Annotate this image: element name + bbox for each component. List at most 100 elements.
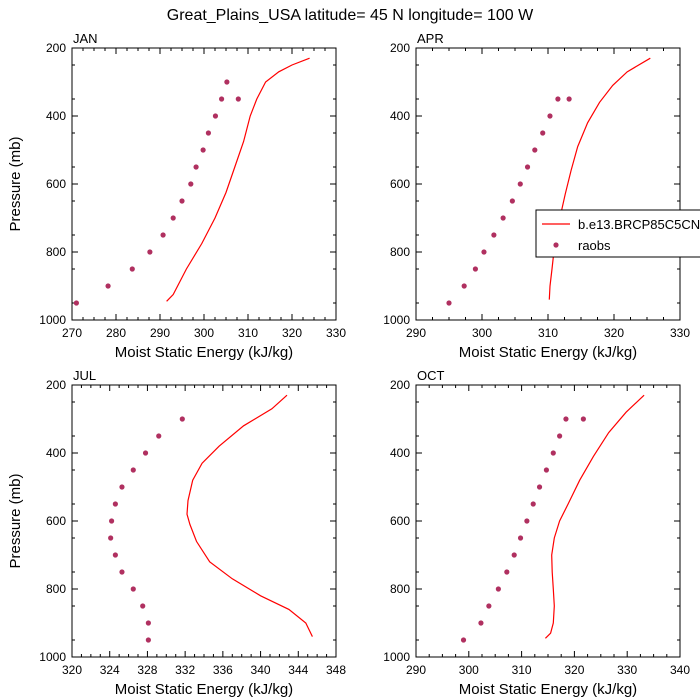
obs-point — [509, 198, 515, 204]
x-tick-label: 340 — [670, 663, 690, 677]
obs-point — [536, 484, 543, 490]
x-axis-label: Moist Static Energy (kJ/kg) — [115, 344, 293, 361]
obs-point — [112, 552, 118, 558]
panel-label: JAN — [73, 31, 98, 46]
obs-point — [524, 518, 530, 524]
x-tick-label: 320 — [564, 663, 584, 677]
obs-point — [555, 96, 561, 102]
y-axis-label: Pressure (mb) — [7, 473, 24, 568]
y-tick-label: 800 — [390, 582, 410, 596]
obs-point — [511, 552, 517, 558]
y-tick-label: 400 — [46, 109, 66, 123]
obs-point — [105, 283, 111, 289]
obs-point — [530, 501, 536, 507]
obs-point — [224, 79, 230, 85]
y-tick-label: 200 — [390, 378, 410, 392]
obs-point — [179, 198, 185, 204]
y-tick-label: 400 — [390, 109, 410, 123]
y-tick-label: 800 — [46, 582, 66, 596]
plot-frame — [71, 47, 337, 321]
panel-apr: APR 290 300 310 320 330 200 400 600 800 1000 Moist … — [383, 31, 690, 361]
obs-point — [193, 164, 199, 170]
x-tick-label: 300 — [459, 663, 479, 677]
x-tick-label: 310 — [538, 326, 558, 340]
x-tick-label: 340 — [251, 663, 271, 677]
obs-point — [472, 266, 478, 272]
obs-point — [478, 620, 484, 626]
obs-point — [112, 501, 118, 507]
y-tick-label: 600 — [46, 177, 66, 191]
model-series-line — [166, 57, 310, 302]
y-tick-label: 200 — [46, 41, 66, 55]
legend-box — [535, 209, 700, 258]
obs-point — [540, 130, 546, 136]
x-tick-label: 310 — [512, 663, 532, 677]
y-tick-label: 200 — [390, 41, 410, 55]
obs-point — [500, 215, 506, 221]
obs-point — [212, 113, 219, 119]
obs-point — [130, 586, 136, 592]
obs-point — [188, 181, 194, 187]
obs-point — [119, 569, 125, 575]
model-series-line — [548, 57, 651, 300]
x-axis-label: Moist Static Energy (kJ/kg) — [115, 681, 293, 698]
x-tick-label: 290 — [406, 663, 426, 677]
obs-point — [566, 96, 572, 102]
y-tick-label: 600 — [390, 514, 410, 528]
panel-jan: JAN 270 280 290 300 310 320 330 200 400 600 800 1000… — [7, 31, 346, 361]
obs-point — [524, 164, 531, 170]
legend: b.e13.BRCP85C5CN raobs — [535, 209, 700, 258]
x-tick-label: 280 — [106, 326, 126, 340]
obs-point — [145, 620, 151, 626]
y-tick-label: 600 — [46, 514, 66, 528]
panel-label: OCT — [417, 368, 445, 383]
y-tick-label: 1000 — [39, 313, 66, 327]
panel-oct: OCT 290 300 310 320 330 340 200 400 600 800 1000 Moi… — [383, 368, 690, 698]
x-tick-label: 290 — [406, 326, 426, 340]
model-series-line — [544, 394, 645, 639]
y-axis-label: Pressure (mb) — [7, 136, 24, 231]
x-axis-label: Moist Static Energy (kJ/kg) — [459, 344, 637, 361]
obs-point — [156, 433, 162, 439]
obs-point — [140, 603, 146, 609]
obs-point — [145, 637, 151, 643]
legend-obs-swatch — [553, 242, 559, 248]
x-tick-label: 310 — [238, 326, 258, 340]
obs-point — [563, 416, 569, 422]
x-tick-label: 330 — [617, 663, 637, 677]
obs-point — [517, 535, 524, 541]
obs-point — [142, 450, 149, 456]
y-tick-label: 600 — [390, 177, 410, 191]
legend-model-label: b.e13.BRCP85C5CN — [578, 217, 700, 232]
obs-point — [547, 113, 553, 119]
model-series-line — [186, 394, 313, 637]
obs-point — [130, 467, 136, 473]
obs-point — [179, 416, 185, 422]
obs-point — [491, 232, 497, 238]
obs-point — [219, 96, 225, 102]
y-tick-label: 200 — [46, 378, 66, 392]
x-tick-label: 320 — [282, 326, 302, 340]
obs-point — [205, 130, 211, 136]
obs-point — [108, 535, 114, 541]
x-tick-label: 290 — [150, 326, 170, 340]
x-tick-label: 324 — [100, 663, 120, 677]
y-tick-label: 1000 — [39, 650, 66, 664]
obs-point — [495, 586, 501, 592]
obs-point — [235, 96, 241, 102]
obs-point — [129, 266, 135, 272]
obs-point — [517, 181, 523, 187]
y-tick-label: 400 — [390, 446, 410, 460]
obs-point — [481, 249, 487, 255]
plot-frame — [415, 384, 681, 658]
obs-point — [504, 569, 510, 575]
obs-point — [170, 215, 176, 221]
y-tick-label: 800 — [46, 245, 66, 259]
x-tick-label: 344 — [288, 663, 308, 677]
x-tick-label: 300 — [472, 326, 492, 340]
obs-point — [73, 300, 79, 306]
x-tick-label: 320 — [604, 326, 624, 340]
obs-point — [550, 450, 556, 456]
y-tick-label: 800 — [390, 245, 410, 259]
